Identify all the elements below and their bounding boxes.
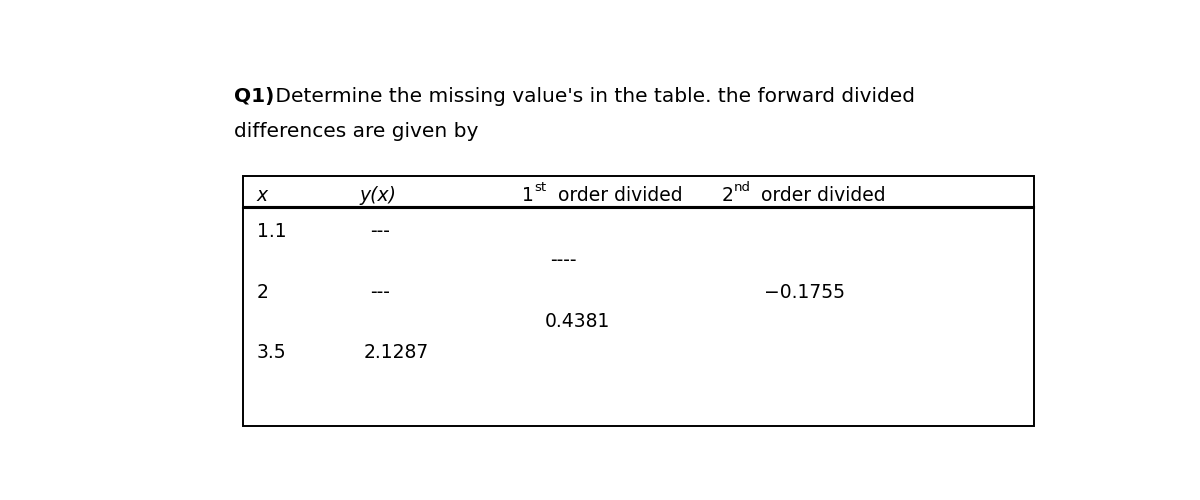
- Text: differences are given by: differences are given by: [234, 122, 478, 142]
- Text: st: st: [534, 180, 546, 194]
- Text: −0.1755: −0.1755: [764, 284, 845, 302]
- Text: 1: 1: [522, 186, 534, 205]
- Text: 3.5: 3.5: [257, 343, 287, 362]
- Text: Determine the missing value's in the table. the forward divided: Determine the missing value's in the tab…: [269, 87, 916, 106]
- Text: Q1): Q1): [234, 87, 274, 106]
- Text: order divided: order divided: [552, 186, 683, 205]
- Text: 0.4381: 0.4381: [545, 312, 611, 330]
- Text: ----: ----: [550, 252, 576, 270]
- Text: ---: ---: [371, 222, 390, 241]
- Text: ---: ---: [371, 284, 390, 302]
- Text: x: x: [257, 186, 268, 205]
- Text: nd: nd: [734, 180, 751, 194]
- Text: 2: 2: [722, 186, 734, 205]
- Text: 2: 2: [257, 284, 269, 302]
- Text: 1.1: 1.1: [257, 222, 287, 241]
- Text: y(x): y(x): [359, 186, 396, 205]
- Text: order divided: order divided: [756, 186, 886, 205]
- Text: 2.1287: 2.1287: [364, 343, 430, 362]
